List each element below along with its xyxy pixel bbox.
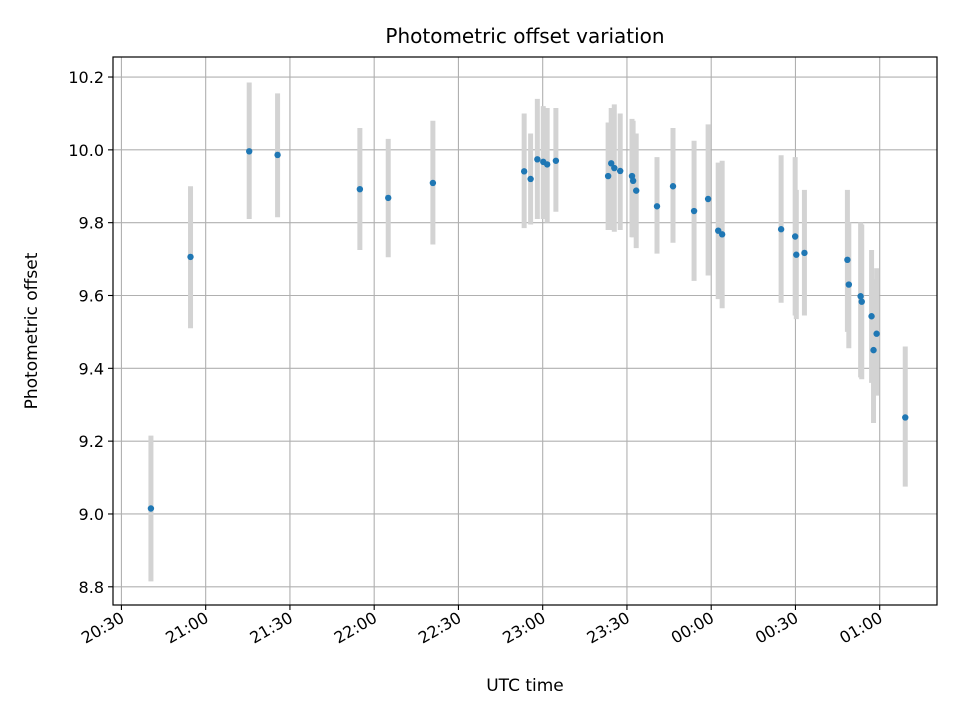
data-point xyxy=(356,185,364,193)
data-point xyxy=(534,156,541,163)
y-tick-label: 10.0 xyxy=(68,141,104,160)
data-point xyxy=(718,231,726,238)
data-point xyxy=(147,505,155,512)
data-points xyxy=(147,148,909,512)
data-point xyxy=(669,183,677,190)
data-point xyxy=(385,194,392,202)
y-axis-ticks: 8.8 9.0 9.2 9.4 9.6 9.8 10.0 10.2 xyxy=(68,68,113,597)
data-point xyxy=(857,293,864,300)
data-point xyxy=(611,164,618,172)
data-point xyxy=(777,226,785,233)
data-point xyxy=(617,167,624,175)
data-point xyxy=(187,253,194,261)
data-point xyxy=(873,330,880,337)
plot-frame xyxy=(112,56,938,606)
data-point xyxy=(629,177,637,185)
data-point xyxy=(858,298,865,305)
data-point xyxy=(429,179,437,187)
data-point xyxy=(791,233,799,240)
y-tick-label: 9.6 xyxy=(79,286,104,305)
data-point xyxy=(690,207,698,215)
data-point xyxy=(870,346,877,354)
y-tick-label: 9.4 xyxy=(79,359,104,378)
x-axis-label: UTC time xyxy=(486,676,564,696)
data-point xyxy=(608,160,615,167)
data-point xyxy=(246,148,253,155)
y-axis-label: Photometric offset xyxy=(22,252,42,409)
chart-title: Photometric offset variation xyxy=(385,24,664,48)
data-point xyxy=(801,249,808,257)
y-tick-label: 10.2 xyxy=(68,68,104,87)
data-point xyxy=(845,281,853,288)
y-tick-label: 9.8 xyxy=(79,214,104,233)
data-point xyxy=(520,168,528,175)
data-point xyxy=(543,161,551,168)
data-point xyxy=(633,187,640,194)
y-tick-label: 9.2 xyxy=(79,432,104,451)
data-point xyxy=(604,172,612,180)
data-point xyxy=(552,157,560,164)
y-tick-label: 9.0 xyxy=(79,505,104,524)
data-point xyxy=(527,175,534,183)
data-point xyxy=(868,313,875,320)
data-point xyxy=(653,203,661,210)
data-point xyxy=(704,195,712,203)
data-point xyxy=(274,151,281,159)
data-point xyxy=(902,414,909,421)
data-point xyxy=(844,256,851,264)
y-tick-label: 8.8 xyxy=(79,578,104,597)
data-point xyxy=(793,251,800,258)
